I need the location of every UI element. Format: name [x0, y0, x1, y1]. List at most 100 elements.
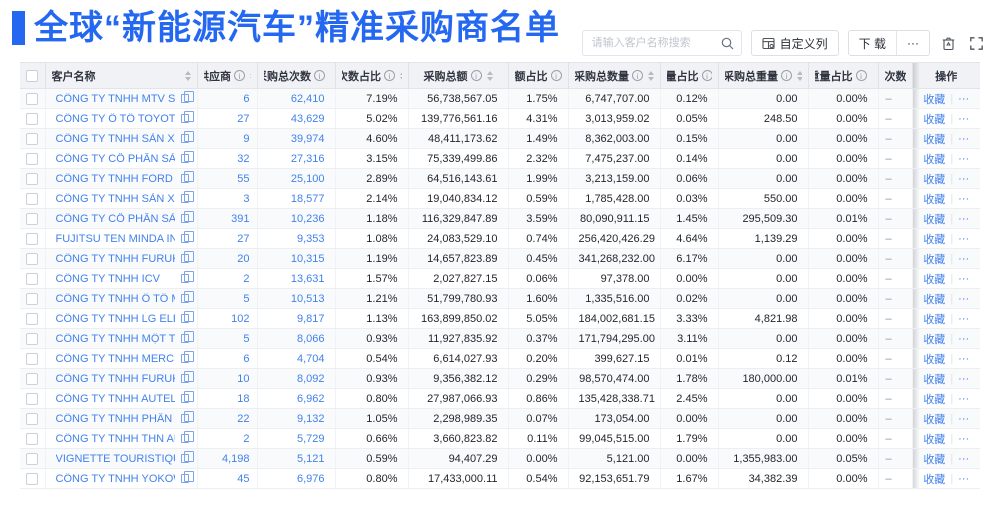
favorite-button[interactable]: 收藏: [923, 113, 946, 126]
favorite-button[interactable]: 收藏: [923, 373, 946, 386]
customize-columns-button[interactable]: 自定义列: [750, 30, 839, 56]
download-button[interactable]: 下 载: [848, 31, 896, 55]
info-icon[interactable]: i: [470, 70, 482, 81]
customer-name-link[interactable]: CÔNG TY Ô TÔ TOYOTA VIỆT ...: [55, 112, 175, 125]
copy-icon[interactable]: [180, 471, 194, 483]
row-checkbox[interactable]: [26, 112, 39, 125]
copy-icon[interactable]: [180, 311, 194, 323]
customer-name-link[interactable]: CÔNG TY TNHH MTV SẢN XUẤ...: [55, 92, 175, 105]
row-checkbox[interactable]: [26, 352, 39, 365]
row-checkbox[interactable]: [26, 312, 39, 325]
copy-icon[interactable]: [180, 411, 194, 423]
customer-name-link[interactable]: VIGNETTE TOURISTIQUE G UNI...: [55, 452, 175, 465]
col-times-pct[interactable]: 次数占比 i: [335, 62, 409, 89]
favorite-button[interactable]: 收藏: [923, 473, 946, 486]
row-more-button[interactable]: ···: [958, 472, 970, 485]
row-more-button[interactable]: ···: [958, 192, 970, 205]
copy-icon[interactable]: [180, 151, 194, 163]
row-more-button[interactable]: ···: [958, 332, 970, 345]
copy-icon[interactable]: [180, 291, 194, 303]
search-icon[interactable]: [721, 37, 734, 50]
favorite-button[interactable]: 收藏: [923, 413, 946, 426]
row-checkbox[interactable]: [26, 412, 39, 425]
col-weight[interactable]: 采购总重量 i: [718, 62, 809, 89]
customer-name-link[interactable]: CÔNG TY TNHH FURUKAWA A...: [55, 372, 175, 385]
trash-button[interactable]: [939, 34, 958, 53]
row-checkbox[interactable]: [26, 212, 39, 225]
row-checkbox[interactable]: [26, 232, 39, 245]
copy-icon[interactable]: [180, 211, 194, 223]
favorite-button[interactable]: 收藏: [923, 133, 946, 146]
copy-icon[interactable]: [180, 171, 194, 183]
col-customer-name[interactable]: 客户名称: [45, 62, 198, 89]
favorite-button[interactable]: 收藏: [923, 353, 946, 366]
favorite-button[interactable]: 收藏: [923, 313, 946, 326]
favorite-button[interactable]: 收藏: [923, 153, 946, 166]
header-select-all[interactable]: [20, 62, 46, 89]
customer-name-link[interactable]: CÔNG TY TNHH ICV: [55, 272, 161, 285]
col-amount-pct[interactable]: 总额占比 i: [508, 62, 569, 89]
customer-name-link[interactable]: CÔNG TY TNHH AUTEL VIỆT N...: [55, 392, 175, 405]
copy-icon[interactable]: [180, 231, 194, 243]
col-times-trend[interactable]: 次数趋势: [878, 62, 913, 89]
row-checkbox[interactable]: [26, 292, 39, 305]
row-more-button[interactable]: ···: [958, 232, 970, 245]
row-checkbox[interactable]: [26, 92, 39, 105]
info-icon[interactable]: i: [701, 70, 712, 81]
sort-icon[interactable]: [797, 70, 802, 81]
customer-name-link[interactable]: CÔNG TY CỔ PHẦN SẢN XUẤT...: [55, 212, 175, 225]
sort-icon[interactable]: [400, 70, 402, 81]
col-quantity[interactable]: 采购总数量 i: [568, 62, 661, 89]
customer-name-link[interactable]: CÔNG TY TNHH PHÂN PHỐI T...: [55, 412, 175, 425]
favorite-button[interactable]: 收藏: [923, 333, 946, 346]
row-checkbox[interactable]: [26, 332, 39, 345]
copy-icon[interactable]: [180, 251, 194, 263]
favorite-button[interactable]: 收藏: [923, 173, 946, 186]
row-more-button[interactable]: ···: [958, 372, 970, 385]
col-supplier[interactable]: 供应商 i: [197, 62, 258, 89]
copy-icon[interactable]: [180, 191, 194, 203]
copy-icon[interactable]: [180, 331, 194, 343]
row-more-button[interactable]: ···: [958, 252, 970, 265]
copy-icon[interactable]: [180, 431, 194, 443]
col-quantity-pct[interactable]: 数量占比 i: [660, 62, 719, 89]
row-more-button[interactable]: ···: [958, 312, 970, 325]
customer-name-link[interactable]: CÔNG TY TNHH MỘT THÀNH V...: [55, 332, 175, 345]
customer-name-link[interactable]: CÔNG TY TNHH SẢN XUẤT VÀ ...: [55, 132, 175, 145]
row-checkbox[interactable]: [26, 392, 39, 405]
row-checkbox[interactable]: [26, 172, 39, 185]
row-checkbox[interactable]: [26, 152, 39, 165]
row-more-button[interactable]: ···: [958, 172, 970, 185]
sort-icon[interactable]: [250, 70, 251, 81]
search-input[interactable]: [589, 36, 717, 50]
download-more-button[interactable]: ···: [897, 31, 929, 55]
fullscreen-button[interactable]: [967, 34, 986, 53]
favorite-button[interactable]: 收藏: [923, 393, 946, 406]
customer-name-link[interactable]: CÔNG TY TNHH SẢN XUẤT VÀ ...: [55, 192, 175, 205]
customer-name-link[interactable]: FUJITSU TEN MINDA INDIA PVT...: [55, 232, 175, 245]
row-more-button[interactable]: ···: [958, 272, 970, 285]
customer-name-link[interactable]: CÔNG TY TNHH YOKOWO VIỆT...: [55, 472, 175, 485]
favorite-button[interactable]: 收藏: [923, 213, 946, 226]
customer-name-link[interactable]: CÔNG TY TNHH MERCEDES–B...: [55, 352, 175, 365]
row-more-button[interactable]: ···: [958, 352, 970, 365]
row-more-button[interactable]: ···: [958, 212, 970, 225]
copy-icon[interactable]: [180, 111, 194, 123]
row-checkbox[interactable]: [26, 272, 39, 285]
favorite-button[interactable]: 收藏: [923, 273, 946, 286]
info-icon[interactable]: i: [384, 70, 395, 81]
copy-icon[interactable]: [180, 351, 194, 363]
info-icon[interactable]: i: [632, 70, 643, 81]
customer-name-link[interactable]: CÔNG TY TNHH FORD VIỆT NAM: [55, 172, 175, 185]
col-weight-pct[interactable]: 重量占比 i: [808, 62, 879, 89]
favorite-button[interactable]: 收藏: [923, 93, 946, 106]
copy-icon[interactable]: [180, 91, 194, 103]
row-checkbox[interactable]: [26, 132, 39, 145]
row-checkbox[interactable]: [26, 192, 39, 205]
copy-icon[interactable]: [180, 391, 194, 403]
favorite-button[interactable]: 收藏: [923, 453, 946, 466]
copy-icon[interactable]: [180, 271, 194, 283]
row-more-button[interactable]: ···: [958, 112, 970, 125]
row-checkbox[interactable]: [26, 372, 39, 385]
customer-name-link[interactable]: CÔNG TY TNHH LG ELECTRON...: [55, 312, 175, 325]
